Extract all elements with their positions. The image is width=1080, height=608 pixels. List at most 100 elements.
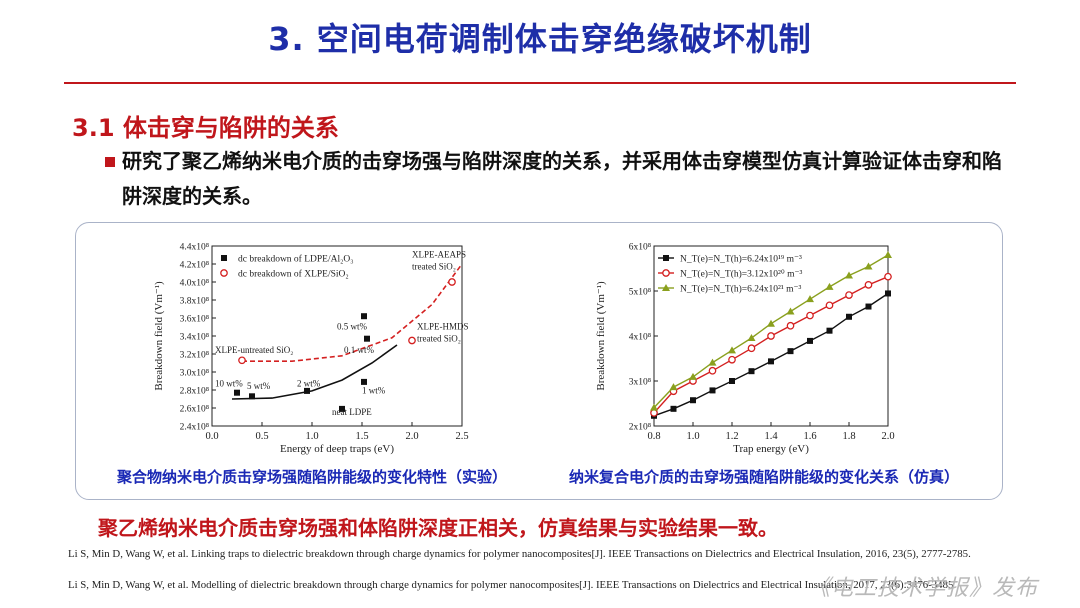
y-tick-label: 4.0x10⁸ <box>180 279 209 289</box>
data-point <box>865 303 872 310</box>
data-point <box>448 278 456 286</box>
x-tick-label: 1.6 <box>803 431 816 442</box>
data-point <box>846 313 852 320</box>
slide-title: 3. 空间电荷调制体击穿绝缘破坏机制 <box>268 20 812 58</box>
y-tick-label: 2.4x10⁸ <box>180 423 209 433</box>
y-tick-label: 3.8x10⁸ <box>180 297 209 307</box>
series-line <box>653 292 889 417</box>
y-tick-label: 2.8x10⁸ <box>180 387 209 397</box>
data-point <box>650 403 658 411</box>
annotation-label: 2 wt% <box>297 378 321 388</box>
data-point <box>884 251 892 258</box>
annotation-label: 5 wt% <box>247 381 271 391</box>
x-tick-label: 2.0 <box>881 431 894 442</box>
data-point <box>408 336 416 345</box>
data-point <box>249 393 255 400</box>
data-point <box>786 321 795 330</box>
y-tick-label: 4.4x10⁸ <box>180 243 209 253</box>
data-point <box>690 397 696 404</box>
data-point <box>728 346 736 354</box>
annotation-label: 0.5 wt% <box>337 322 368 332</box>
figure-panel <box>75 222 1003 500</box>
x-tick-label: 1.2 <box>725 431 738 442</box>
x-tick-label: 1.4 <box>764 431 778 442</box>
data-point <box>650 409 658 417</box>
y-tick-label: 3.2x10⁸ <box>180 351 209 361</box>
legend-label: N_T(e)=N_T(h)=6.24x10²¹ m⁻³ <box>680 284 802 295</box>
x-axis-label: Energy of deep traps (eV) <box>280 443 394 455</box>
data-point <box>864 281 873 289</box>
annotation-label: treated SiO₂ <box>412 261 456 271</box>
data-point <box>885 290 891 297</box>
data-point <box>768 358 774 365</box>
x-tick-label: 1.0 <box>305 431 318 442</box>
data-point <box>364 335 370 342</box>
x-tick-label: 1.8 <box>842 431 855 442</box>
data-point <box>729 378 735 384</box>
conclusion-text: 聚乙烯纳米电介质击穿场强和体陷阱深度正相关，仿真结果与实验结果一致。 <box>98 516 778 540</box>
data-point <box>669 383 678 391</box>
watermark: 《电工技术学报》发布 <box>808 576 1039 601</box>
data-point <box>747 344 756 353</box>
annotation-label: 0.1 wt% <box>344 345 375 355</box>
data-point <box>845 271 853 279</box>
chart-breakdown-vs-trap-experiment: 0.0 0.5 1.0 1.5 2.0 2.5 2.4x10⁸ 2.6x10⁸ 2.8x10⁸ 3… <box>153 243 469 456</box>
data-point <box>361 378 367 385</box>
x-axis-label: Trap energy (eV) <box>733 443 809 455</box>
data-point <box>807 337 813 344</box>
series-line <box>653 276 889 414</box>
data-point <box>708 366 717 375</box>
x-tick-label: 1.5 <box>355 431 368 442</box>
annotation-label: XLPE-AEAPS <box>412 250 466 260</box>
data-point <box>767 332 775 340</box>
legend-marker <box>662 284 670 291</box>
title-divider <box>64 82 1016 84</box>
legend-label: dc breakdown of LDPE/Al₂O₃ <box>238 254 354 265</box>
y-tick-label: 3.0x10⁸ <box>180 369 209 379</box>
fit-curve <box>242 263 463 362</box>
y-tick-label: 4.2x10⁸ <box>180 261 209 271</box>
data-point <box>689 372 697 380</box>
y-tick-label: 4x10⁸ <box>629 333 651 343</box>
y-tick-label: 3.4x10⁸ <box>180 333 209 343</box>
data-point <box>787 348 794 355</box>
fit-curve <box>231 344 398 400</box>
data-point <box>708 358 717 366</box>
annotation-label: XLPE-untreated SiO₂ <box>215 345 293 355</box>
data-point <box>826 327 833 334</box>
annotation-label: 10 wt% <box>215 378 243 388</box>
data-point <box>786 307 795 315</box>
caption-simulation: 纳米复合电介质的击穿场强随陷阱能级的变化关系（仿真） <box>569 468 960 486</box>
x-tick-label: 0.8 <box>647 431 660 442</box>
legend-marker <box>663 255 669 261</box>
data-point <box>884 272 892 281</box>
y-axis-label: Breakdown field (Vm⁻¹) <box>595 281 607 391</box>
data-point <box>806 311 814 320</box>
caption-experiment: 聚合物纳米电介质击穿场强随陷阱能级的变化特性（实验） <box>117 468 508 486</box>
data-point <box>234 389 240 396</box>
y-axis-label: Breakdown field (Vm⁻¹) <box>153 281 165 391</box>
data-point <box>864 262 873 270</box>
y-tick-label: 5x10⁸ <box>629 288 651 298</box>
data-point <box>748 368 755 375</box>
legend-label: N_T(e)=N_T(h)=6.24x10¹⁹ m⁻³ <box>680 254 802 265</box>
data-point <box>728 355 736 364</box>
legend-marker <box>220 269 228 277</box>
y-tick-label: 2x10⁸ <box>629 423 651 433</box>
y-tick-label: 3.6x10⁸ <box>180 315 209 325</box>
x-tick-label: 0.0 <box>205 431 218 442</box>
legend-marker <box>662 269 670 277</box>
annotation-label: 1 wt% <box>362 386 386 396</box>
data-point <box>825 301 834 310</box>
legend-marker <box>221 255 227 261</box>
data-point <box>845 291 853 299</box>
x-tick-label: 2.5 <box>455 431 468 442</box>
reference-1: Li S, Min D, Wang W, et al. Linking trap… <box>68 548 971 560</box>
x-tick-label: 1.0 <box>686 431 699 442</box>
data-point <box>339 405 345 412</box>
section-title: 3.1 体击穿与陷阱的关系 <box>72 114 339 142</box>
annotation-label: treated SiO₂ <box>417 333 461 343</box>
y-tick-label: 6x10⁸ <box>629 243 651 253</box>
x-tick-label: 2.0 <box>405 431 418 442</box>
data-point <box>767 319 775 327</box>
